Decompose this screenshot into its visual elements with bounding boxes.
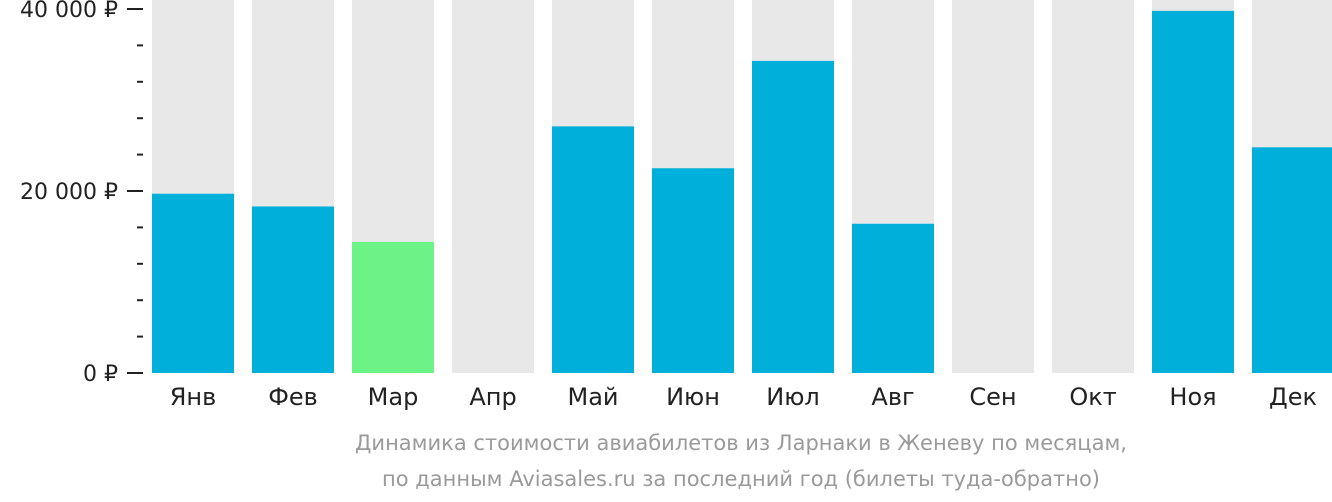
x-tick-label-month-9: Сен	[969, 383, 1016, 411]
y-tick-label-2: 40 000 ₽	[20, 0, 118, 23]
x-tick-label-month-7: Июл	[766, 383, 820, 411]
bar-month-8[interactable]	[852, 223, 934, 373]
background-bar-month-4	[452, 0, 534, 373]
bar-month-2[interactable]	[252, 206, 334, 373]
x-tick-label-month-6: Июн	[666, 383, 720, 411]
bar-month-12[interactable]	[1252, 147, 1332, 373]
x-tick-label-month-5: Май	[567, 383, 618, 411]
background-bar-month-10	[1052, 0, 1134, 373]
x-tick-label-month-10: Окт	[1069, 383, 1116, 411]
x-tick-label-month-8: Авг	[871, 383, 914, 411]
bar-month-6[interactable]	[652, 168, 734, 373]
chart-caption-line-2: по данным Aviasales.ru за последний год …	[382, 467, 1100, 491]
value-bars	[152, 10, 1332, 374]
chart-caption-line-1: Динамика стоимости авиабилетов из Ларнак…	[355, 431, 1127, 455]
background-bar-month-9	[952, 0, 1034, 373]
x-tick-label-month-11: Ноя	[1169, 383, 1216, 411]
bar-month-7[interactable]	[752, 60, 834, 374]
price-bar-chart: 0 ₽ 20 000 ₽ 40 000 ₽ Янв Фев Мар Апр Май Июн Ию…	[20, 0, 1332, 411]
y-tick-label-1: 20 000 ₽	[20, 180, 118, 205]
x-tick-label-month-3: Мар	[368, 383, 419, 411]
bar-month-3[interactable]	[352, 241, 434, 373]
bar-month-5[interactable]	[552, 126, 634, 373]
x-tick-label-month-12: Дек	[1269, 383, 1317, 411]
y-axis: 0 ₽ 20 000 ₽ 40 000 ₽	[20, 0, 143, 387]
bar-month-11[interactable]	[1152, 10, 1234, 373]
x-tick-label-month-4: Апр	[469, 383, 516, 411]
x-tick-label-month-2: Фев	[268, 383, 318, 411]
x-tick-label-month-1: Янв	[170, 383, 217, 411]
bar-month-1[interactable]	[152, 193, 234, 373]
y-tick-label-0: 0 ₽	[83, 362, 118, 387]
x-axis: Янв Фев Мар Апр Май Июн Июл Авг Сен Окт Ноя Дек	[170, 383, 1317, 411]
